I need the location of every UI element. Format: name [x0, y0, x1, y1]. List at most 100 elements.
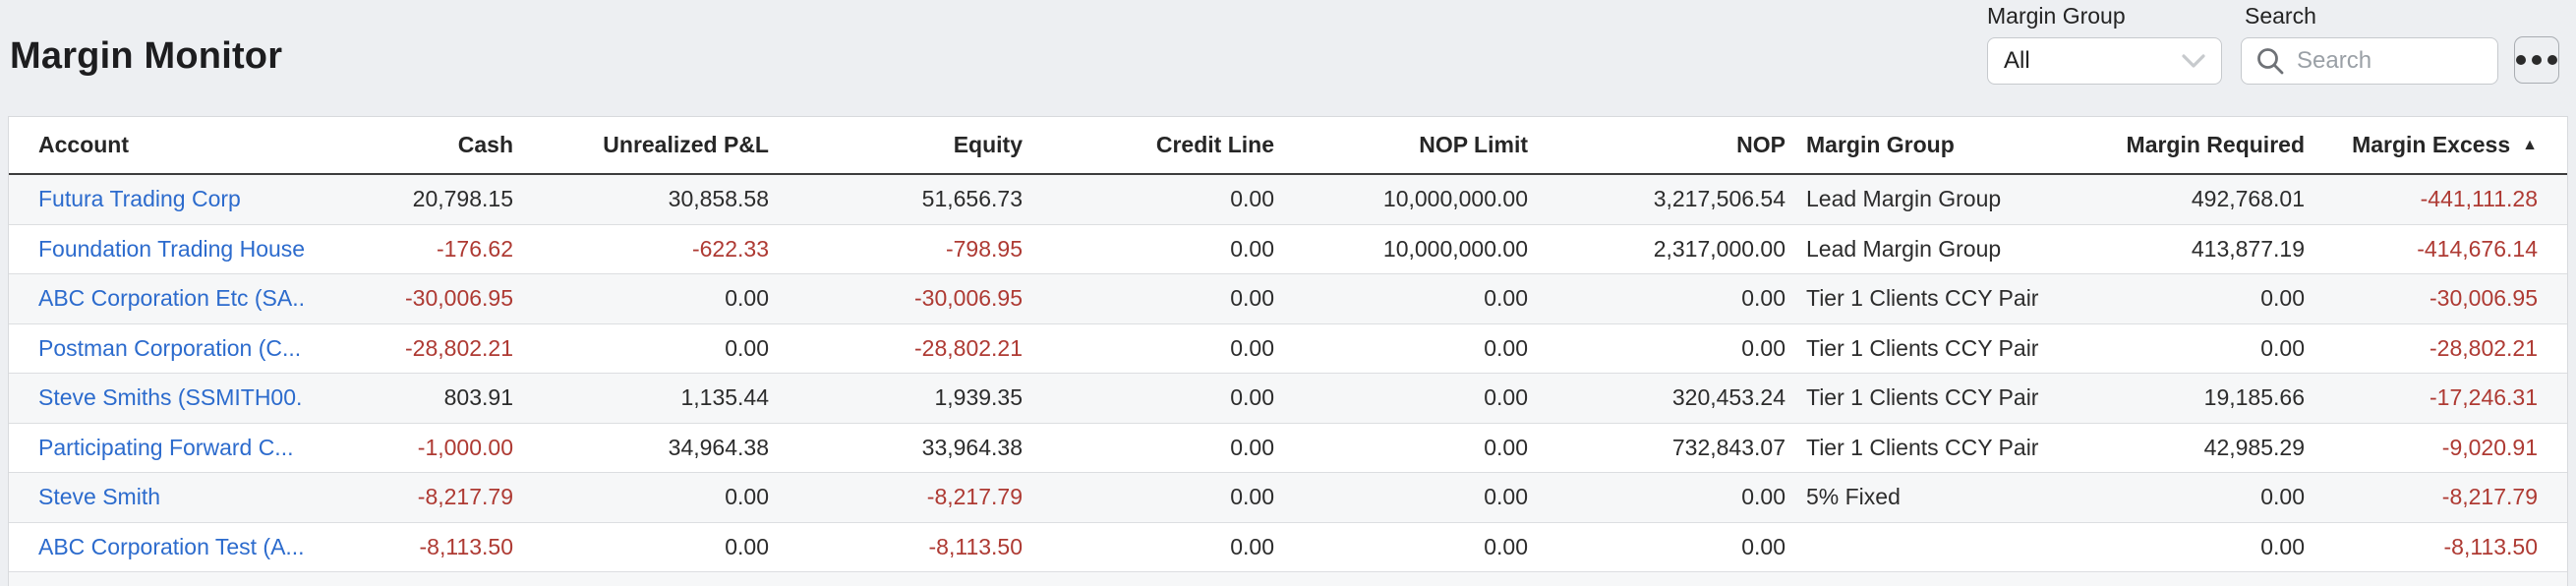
cell-margin_group: 5% Fixed	[1806, 484, 1901, 510]
cell-margin_group: Tier 1 Clients CCY Pair	[1806, 334, 2039, 361]
cell-margin_excess: -28,802.21	[2430, 334, 2538, 361]
cell-equity: 51,656.73	[921, 186, 1023, 212]
cell-unrealized_pnl: 0.00	[725, 334, 769, 361]
table-row[interactable]: ABC Corporation Test (A... -8,113.50 0.00 -…	[9, 522, 2567, 572]
account-link[interactable]: Steve Smith	[38, 484, 160, 510]
more-options-button[interactable]	[2514, 36, 2559, 84]
cell-cash: -8,113.50	[419, 533, 513, 559]
cell-nop: 732,843.07	[1671, 434, 1786, 460]
column-header-margin_required[interactable]: Margin Required	[2126, 132, 2305, 157]
cell-margin_required: 0.00	[2260, 533, 2305, 559]
cell-margin_required: 19,185.66	[2203, 384, 2305, 411]
chevron-down-icon	[2182, 54, 2205, 68]
table-header-row: Account Cash Unrealized P&L Equity Credit Li…	[9, 117, 2567, 175]
cell-margin_group: Tier 1 Clients CCY Pair	[1806, 285, 2039, 312]
cell-unrealized_pnl: -622.33	[691, 235, 769, 262]
account-link[interactable]: Postman Corporation (C...	[38, 334, 302, 361]
account-link[interactable]: ABC Corporation Test (A...	[38, 533, 304, 559]
cell-equity: -28,802.21	[914, 334, 1023, 361]
cell-equity: -8,113.50	[928, 533, 1023, 559]
account-link[interactable]: Foundation Trading House	[38, 235, 304, 262]
cell-margin_excess: -414,676.14	[2417, 235, 2538, 262]
column-header-unrealized_pnl[interactable]: Unrealized P&L	[603, 132, 769, 157]
cell-account: Postman Corporation (C...	[9, 335, 304, 362]
search-input[interactable]	[2297, 47, 2488, 75]
account-link[interactable]: Steve Smiths (SSMITH00...	[38, 384, 304, 411]
cell-nop_limit: 0.00	[1484, 484, 1528, 510]
cell-margin_excess: -441,111.28	[2420, 186, 2538, 212]
cell-account: Futura Trading Corp	[9, 186, 304, 212]
cell-unrealized_pnl: 0.00	[725, 533, 769, 559]
cell-margin_excess: -30,006.95	[2430, 285, 2538, 312]
cell-credit_line: 0.00	[1230, 384, 1274, 411]
column-header-margin_excess[interactable]: Margin Excess ▲	[2352, 132, 2538, 157]
table-row[interactable]: Futura Trading Corp 20,798.15 30,858.58 51,…	[9, 175, 2567, 225]
cell-nop: 0.00	[1741, 285, 1786, 312]
table-row[interactable]: Steve Smith -8,217.79 0.00 -8,217.79 0.00 0.0…	[9, 473, 2567, 523]
cell-credit_line: 0.00	[1230, 533, 1274, 559]
cell-margin_required: 42,985.29	[2203, 434, 2305, 460]
margin-group-selected-value: All	[2004, 47, 2030, 74]
column-header-equity[interactable]: Equity	[953, 132, 1023, 157]
cell-credit_line: 0.00	[1230, 334, 1274, 361]
cell-credit_line: 0.00	[1230, 484, 1274, 510]
cell-equity: -8,217.79	[926, 484, 1023, 510]
cell-nop: 3,217,506.54	[1653, 186, 1786, 212]
cell-cash: 20,798.15	[412, 186, 513, 212]
cell-account: ABC Corporation Etc (SA...	[9, 285, 304, 312]
page-title: Margin Monitor	[10, 35, 283, 77]
cell-margin_excess: -8,217.79	[2441, 484, 2538, 510]
search-box[interactable]	[2241, 37, 2498, 85]
cell-cash: -176.62	[436, 235, 513, 262]
margin-group-select[interactable]: All	[1987, 37, 2222, 85]
account-link[interactable]: ABC Corporation Etc (SA...	[38, 285, 304, 312]
column-header-credit_line[interactable]: Credit Line	[1155, 132, 1274, 157]
table-row[interactable]: Foundation Trading House -176.62 -622.33 -7…	[9, 224, 2567, 274]
cell-nop_limit: 0.00	[1484, 533, 1528, 559]
column-header-account[interactable]: Account	[38, 132, 129, 157]
ellipsis-icon	[2516, 55, 2557, 65]
cell-cash: 803.91	[443, 384, 513, 411]
cell-margin_required: 492,768.01	[2191, 186, 2305, 212]
cell-equity: 1,939.35	[934, 384, 1023, 411]
cell-nop: 2,317,000.00	[1653, 235, 1786, 262]
account-link[interactable]: Futura Trading Corp	[38, 186, 241, 212]
cell-account: Steve Smith	[9, 484, 304, 510]
cell-cash: -28,802.21	[405, 334, 513, 361]
cell-credit_line: 0.00	[1230, 285, 1274, 312]
cell-nop_limit: 0.00	[1484, 384, 1528, 411]
cell-margin_required: 0.00	[2260, 334, 2305, 361]
partial-row	[9, 572, 2567, 586]
cell-margin_required: 0.00	[2260, 484, 2305, 510]
cell-account: ABC Corporation Test (A...	[9, 534, 304, 560]
cell-margin_excess: -17,246.31	[2430, 384, 2538, 411]
margin-group-label: Margin Group	[1987, 3, 2126, 29]
cell-margin_excess: -8,113.50	[2443, 533, 2538, 559]
cell-nop_limit: 10,000,000.00	[1382, 186, 1528, 212]
column-header-nop[interactable]: NOP	[1736, 132, 1786, 157]
cell-unrealized_pnl: 34,964.38	[668, 434, 769, 460]
table-row[interactable]: ABC Corporation Etc (SA... -30,006.95 0.00…	[9, 274, 2567, 324]
table-row[interactable]: Postman Corporation (C... -28,802.21 0.00 -…	[9, 323, 2567, 374]
table-row[interactable]: Participating Forward C... -1,000.00 34,96…	[9, 423, 2567, 473]
table-row[interactable]: Steve Smiths (SSMITH00... 803.91 1,135.44 1…	[9, 374, 2567, 424]
column-header-margin_group[interactable]: Margin Group	[1806, 132, 1955, 157]
column-header-nop_limit[interactable]: NOP Limit	[1419, 132, 1528, 157]
cell-equity: -798.95	[945, 235, 1023, 262]
cell-credit_line: 0.00	[1230, 235, 1274, 262]
cell-margin_required: 413,877.19	[2191, 235, 2305, 262]
cell-equity: -30,006.95	[914, 285, 1023, 312]
column-header-cash[interactable]: Cash	[457, 132, 513, 157]
cell-margin_group: Lead Margin Group	[1806, 235, 2002, 262]
cell-cash: -30,006.95	[405, 285, 513, 312]
cell-credit_line: 0.00	[1230, 186, 1274, 212]
cell-margin_group: Tier 1 Clients CCY Pair	[1806, 434, 2039, 460]
search-label: Search	[2245, 3, 2316, 29]
cell-cash: -8,217.79	[417, 484, 513, 510]
cell-nop_limit: 0.00	[1484, 285, 1528, 312]
account-link[interactable]: Participating Forward C...	[38, 434, 294, 460]
cell-nop: 0.00	[1741, 533, 1786, 559]
table-body: Futura Trading Corp 20,798.15 30,858.58 51,…	[9, 175, 2567, 586]
cell-account: Steve Smiths (SSMITH00...	[9, 384, 304, 411]
